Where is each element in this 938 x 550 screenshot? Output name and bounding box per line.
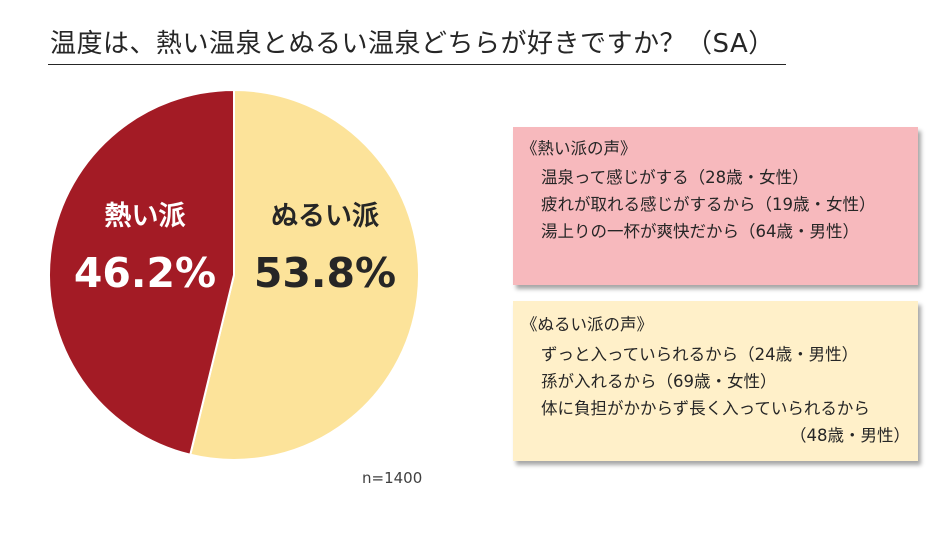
hot-voice-item: 疲れが取れる感じがするから（19歳・女性） [541,195,876,214]
warm-voice-item: （48歳・男性） [790,426,910,445]
slice-label: 熱い派 [105,201,186,232]
slice-value-label: 46.2% [74,249,216,297]
slice-value-label: 53.8% [254,249,396,297]
hot-voice-item: 湯上りの一杯が爽快だから（64歳・男性） [541,222,859,241]
pie-slice-warm [189,88,420,461]
sample-size-note: n=1400 [362,469,423,487]
hot-voices-title: 《熱い派の声》 [521,139,637,158]
warm-voices-list: ずっと入っていられるから（24歳・男性） 孫が入れるから（69歳・女性） 体に負… [541,341,910,449]
hot-voices-box: 《熱い派の声》 温泉って感じがする（28歳・女性） 疲れが取れる感じがするから（… [513,127,918,285]
hot-voice-item: 温泉って感じがする（28歳・女性） [541,168,809,187]
warm-voices-title: 《ぬるい派の声》 [521,315,653,334]
page-title: 温度は、熱い温泉とぬるい温泉どちらが好きですか？（SA） [50,29,775,59]
title-underline [48,64,786,65]
pie-slice-hot [48,88,235,456]
warm-voice-item: ずっと入っていられるから（24歳・男性） [541,345,859,364]
warm-voices-box: 《ぬるい派の声》 ずっと入っていられるから（24歳・男性） 孫が入れるから（69… [513,301,918,461]
warm-voice-item: 体に負担がかからず長く入っていられるから [541,399,870,418]
hot-voices-list: 温泉って感じがする（28歳・女性） 疲れが取れる感じがするから（19歳・女性） … [541,164,910,245]
warm-voice-item: 孫が入れるから（69歳・女性） [541,372,777,391]
slice-label: ぬるい派 [271,201,379,232]
